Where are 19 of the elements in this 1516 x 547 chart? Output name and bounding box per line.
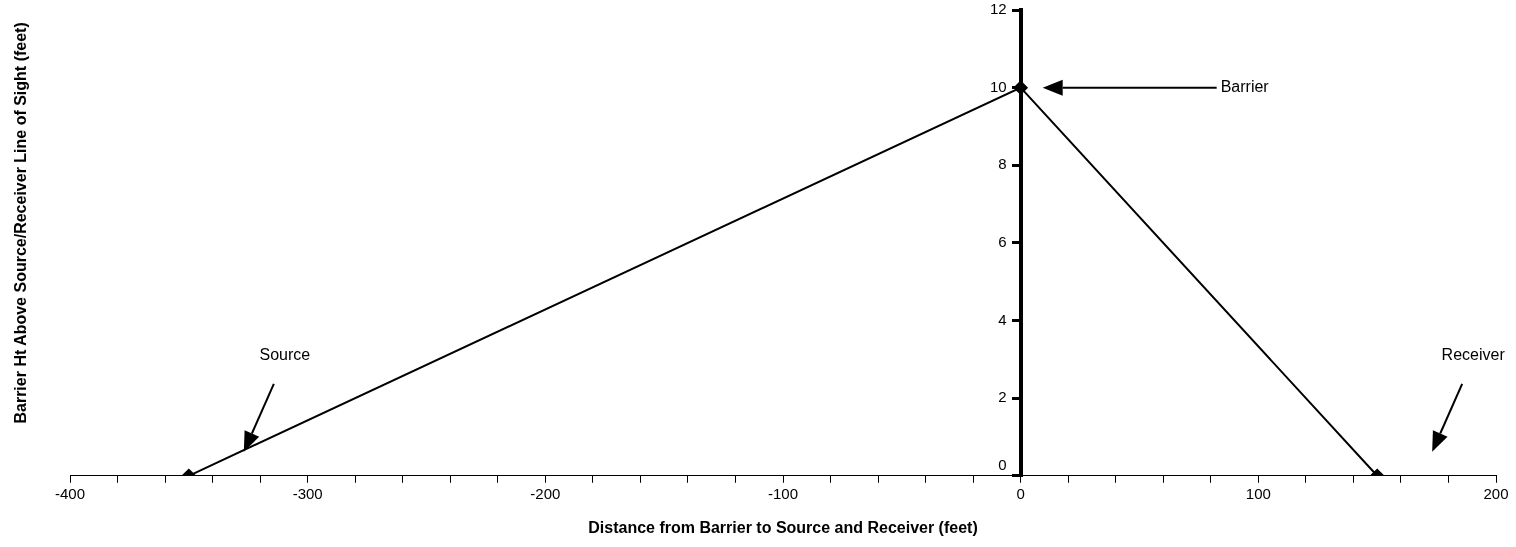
annotation: Receiver (1441, 346, 1506, 364)
x-tick-label: -400 (54, 485, 86, 503)
x-axis-title: Distance from Barrier to Source and Receiver (feet) (588, 518, 978, 536)
annotation: Barrier (1220, 78, 1270, 96)
y-tick-label: 10 (989, 77, 1007, 95)
x-tick-label: 0 (1016, 485, 1025, 503)
y-tick-label: 12 (989, 0, 1007, 18)
annotation: Source (259, 346, 311, 364)
x-tick-label: 100 (1245, 485, 1271, 503)
y-tick-label: 6 (998, 233, 1007, 251)
y-axis-title: Barrier Ht Above Source/Receiver Line of Sight (feet) (12, 22, 30, 424)
y-tick-label: 2 (998, 388, 1007, 406)
x-tick-label: -100 (767, 485, 799, 503)
y-tick-label: 0 (998, 456, 1007, 474)
x-tick-label: -300 (292, 485, 323, 503)
y-tick-label: 8 (998, 155, 1007, 173)
y-tick-label: 4 (998, 310, 1007, 328)
x-tick-label: 200 (1483, 485, 1509, 503)
x-tick-label: -200 (530, 485, 561, 503)
